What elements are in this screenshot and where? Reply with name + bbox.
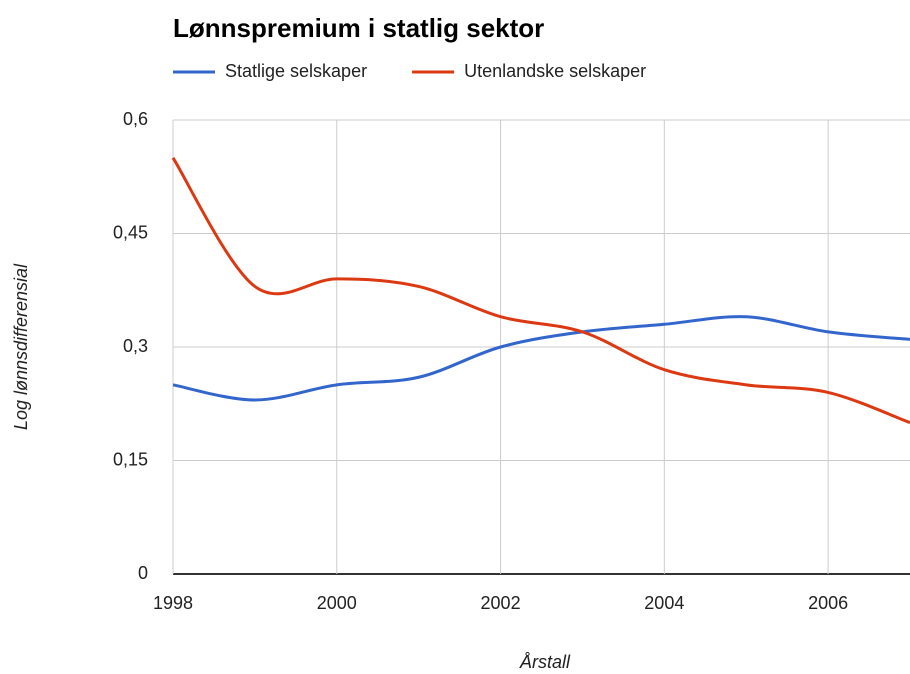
x-tick-label: 2006: [808, 593, 848, 613]
y-axis-label: Log lønnsdifferensial: [11, 263, 31, 430]
line-series: [171, 157, 910, 425]
y-tick-label: 0,15: [113, 449, 148, 469]
y-tick-label: 0: [138, 563, 148, 583]
x-tick-label: 2004: [644, 593, 684, 613]
legend-label: Utenlandske selskaper: [464, 61, 646, 81]
chart-title: Lønnspremium i statlig sektor: [173, 13, 544, 43]
x-tick-label: 1998: [153, 593, 193, 613]
y-tick-label: 0,6: [123, 109, 148, 129]
y-tick-label: 0,45: [113, 222, 148, 242]
x-tick-label: 2002: [481, 593, 521, 613]
legend-label: Statlige selskaper: [225, 61, 367, 81]
line-series: [172, 315, 910, 402]
x-axis-label: Årstall: [519, 652, 571, 672]
y-tick-label: 0,3: [123, 336, 148, 356]
x-tick-label: 2000: [317, 593, 357, 613]
